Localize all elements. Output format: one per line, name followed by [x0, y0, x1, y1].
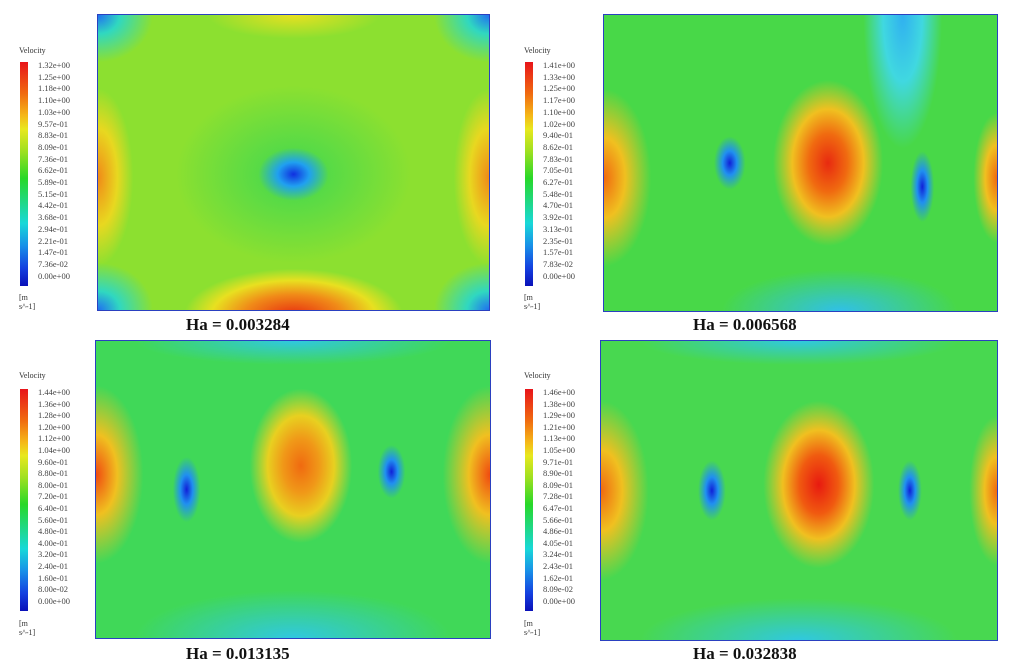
colorbar-tick-label: 1.36e+00 — [38, 398, 70, 409]
colorbar-tick-label: 9.40e-01 — [543, 130, 573, 141]
colorbar-tick-label: 0.00e+00 — [38, 270, 70, 281]
colorbar-tick-label: 3.13e-01 — [543, 223, 573, 234]
colorbar-tick-label: 1.03e+00 — [38, 106, 70, 117]
colorbar-tick-label: 4.00e-01 — [38, 537, 68, 548]
caption: Ha = 0.013135 — [186, 644, 290, 663]
colorbar-tick-label: 2.43e-01 — [543, 561, 573, 571]
colorbar-tick-label: 5.48e-01 — [543, 188, 573, 199]
colorbar-tick-label: 5.15e-01 — [38, 188, 68, 199]
legend-units: [m s^-1] — [524, 619, 541, 637]
colorbar-tick-label: 9.71e-01 — [543, 456, 573, 467]
legend-title: Velocity — [524, 371, 551, 380]
colorbar-tick-label: 6.40e-01 — [38, 503, 68, 513]
colorbar-tick-label: 8.90e-01 — [543, 468, 573, 479]
colorbar-tick-label: 0.00e+00 — [38, 595, 70, 606]
colorbar-tick-label: 7.36e-01 — [38, 153, 68, 164]
colorbar-tick-label: 3.92e-01 — [543, 212, 573, 223]
colorbar-tick-label: 9.57e-01 — [38, 118, 68, 129]
colorbar-tick-label: 1.10e+00 — [38, 95, 70, 106]
colorbar-tick-label: 3.20e-01 — [38, 549, 68, 560]
colorbar-tick-label: 7.05e-01 — [543, 165, 573, 176]
colorbar-tick-label: 1.10e+00 — [543, 106, 575, 117]
colorbar-tick-label: 4.05e-01 — [543, 537, 573, 548]
colorbar-tick-label: 1.57e-01 — [543, 247, 573, 258]
colorbar — [20, 62, 28, 286]
colorbar-tick-label: 6.27e-01 — [543, 177, 573, 187]
colorbar-tick-label: 6.47e-01 — [543, 503, 573, 513]
legend-title: Velocity — [524, 46, 551, 55]
colorbar-tick-label: 8.80e-01 — [38, 468, 68, 479]
colorbar-tick-label: 8.00e-01 — [38, 479, 68, 490]
colorbar-tick-label: 1.25e+00 — [543, 83, 575, 94]
colorbar-tick-label: 1.12e+00 — [38, 433, 70, 444]
caption: Ha = 0.006568 — [693, 315, 797, 334]
colorbar-tick-label: 5.66e-01 — [543, 514, 573, 525]
colorbar-tick-label: 1.38e+00 — [543, 398, 575, 409]
colorbar-tick-label: 5.60e-01 — [38, 514, 68, 525]
colorbar — [525, 389, 533, 611]
colorbar-tick-label: 1.47e-01 — [38, 247, 68, 258]
colorbar-tick-label: 1.02e+00 — [543, 118, 575, 129]
colorbar-tick-label: 7.36e-02 — [38, 258, 68, 269]
colorbar-tick-label: 1.17e+00 — [543, 95, 575, 106]
colorbar-tick-label: 5.89e-01 — [38, 177, 68, 187]
legend-units: [m s^-1] — [19, 619, 36, 637]
colorbar-tick-label: 1.18e+00 — [38, 83, 70, 94]
colorbar-tick-label: 7.83e-02 — [543, 258, 573, 269]
colorbar-tick-label: 1.62e-01 — [543, 572, 573, 583]
colorbar-tick-label: 1.44e+00 — [38, 387, 70, 397]
colorbar-tick-label: 1.41e+00 — [543, 60, 575, 70]
colorbar — [20, 389, 28, 611]
colorbar-tick-label: 4.42e-01 — [38, 200, 68, 211]
colorbar-tick-label: 1.29e+00 — [543, 410, 575, 421]
caption: Ha = 0.032838 — [693, 644, 797, 663]
velocity-contour-plot — [97, 14, 490, 311]
colorbar-tick-label: 4.80e-01 — [38, 526, 68, 537]
colorbar — [525, 62, 533, 286]
colorbar-tick-label: 6.62e-01 — [38, 165, 68, 176]
legend-units: [m s^-1] — [524, 293, 541, 311]
colorbar-tick-label: 2.35e-01 — [543, 235, 573, 246]
colorbar-tick-label: 1.60e-01 — [38, 572, 68, 583]
colorbar-tick-label: 8.09e-01 — [543, 479, 573, 490]
colorbar-tick-label: 0.00e+00 — [543, 595, 575, 606]
colorbar-tick-label: 8.83e-01 — [38, 130, 68, 141]
colorbar-tick-label: 2.94e-01 — [38, 223, 68, 234]
colorbar-tick-label: 2.21e-01 — [38, 235, 68, 246]
colorbar-tick-label: 9.60e-01 — [38, 456, 68, 467]
colorbar-tick-label: 1.32e+00 — [38, 60, 70, 70]
colorbar-tick-label: 1.25e+00 — [38, 71, 70, 82]
colorbar-tick-label: 3.68e-01 — [38, 212, 68, 223]
velocity-contour-plot — [603, 14, 998, 312]
velocity-contour-plot — [95, 340, 491, 639]
colorbar-tick-label: 3.24e-01 — [543, 549, 573, 560]
velocity-contour-plot — [600, 340, 998, 641]
legend-units: [m s^-1] — [19, 293, 36, 311]
colorbar-tick-label: 1.46e+00 — [543, 387, 575, 397]
colorbar-tick-label: 8.00e-02 — [38, 584, 68, 595]
colorbar-tick-label: 4.86e-01 — [543, 526, 573, 537]
colorbar-tick-label: 0.00e+00 — [543, 270, 575, 281]
caption: Ha = 0.003284 — [186, 315, 290, 334]
colorbar-tick-label: 7.20e-01 — [38, 491, 68, 502]
colorbar-tick-label: 7.28e-01 — [543, 491, 573, 502]
colorbar-tick-label: 8.62e-01 — [543, 141, 573, 152]
colorbar-tick-label: 1.28e+00 — [38, 410, 70, 421]
colorbar-tick-label: 7.83e-01 — [543, 153, 573, 164]
colorbar-tick-label: 1.05e+00 — [543, 445, 575, 455]
colorbar-tick-label: 4.70e-01 — [543, 200, 573, 211]
colorbar-tick-label: 8.09e-01 — [38, 141, 68, 152]
colorbar-tick-label: 1.04e+00 — [38, 445, 70, 455]
legend-title: Velocity — [19, 46, 46, 55]
legend-title: Velocity — [19, 371, 46, 380]
colorbar-tick-label: 2.40e-01 — [38, 561, 68, 571]
colorbar-tick-label: 1.20e+00 — [38, 421, 70, 432]
colorbar-tick-label: 8.09e-02 — [543, 584, 573, 595]
colorbar-tick-label: 1.21e+00 — [543, 421, 575, 432]
colorbar-tick-label: 1.33e+00 — [543, 71, 575, 82]
colorbar-tick-label: 1.13e+00 — [543, 433, 575, 444]
